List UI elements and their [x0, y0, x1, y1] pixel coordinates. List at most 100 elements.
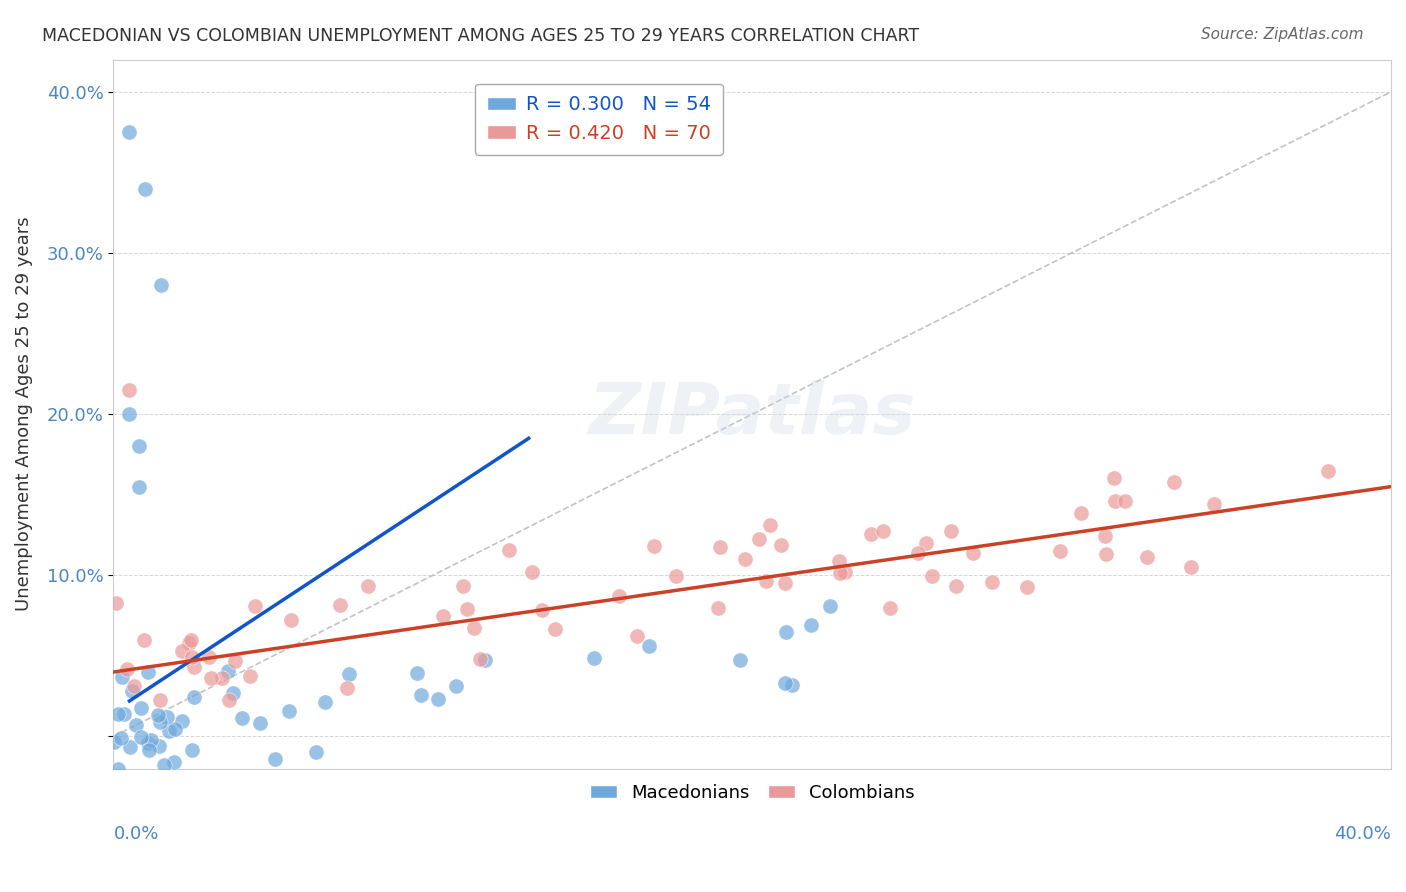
Colombians — [872, 524, 894, 538]
Colombians — [706, 601, 728, 615]
Colombians — [432, 609, 454, 624]
Colombians — [665, 569, 688, 583]
Macedonians — [264, 752, 287, 766]
Colombians — [329, 598, 352, 612]
Colombians — [149, 693, 172, 707]
Macedonians — [136, 736, 159, 750]
Macedonians — [773, 676, 796, 690]
Colombians — [470, 652, 492, 666]
Colombians — [1104, 493, 1126, 508]
Colombians — [643, 539, 665, 553]
Macedonians — [146, 707, 169, 722]
Macedonians — [638, 639, 661, 653]
Colombians — [755, 574, 778, 589]
Macedonians — [231, 711, 253, 725]
Macedonians — [121, 684, 143, 698]
Macedonians — [314, 695, 336, 709]
Macedonians — [138, 743, 160, 757]
Colombians — [879, 600, 901, 615]
Macedonians — [128, 439, 150, 453]
Colombians — [118, 383, 141, 397]
Colombians — [859, 527, 882, 541]
Macedonians — [217, 664, 239, 678]
Macedonians — [150, 278, 173, 293]
Macedonians — [249, 716, 271, 731]
Colombians — [531, 603, 554, 617]
Colombians — [280, 613, 302, 627]
Macedonians — [118, 407, 141, 421]
Macedonians — [157, 723, 180, 738]
Colombians — [451, 579, 474, 593]
Macedonians — [107, 706, 129, 721]
Colombians — [1102, 471, 1125, 485]
Macedonians — [118, 739, 141, 754]
Macedonians — [110, 731, 132, 746]
Colombians — [1163, 475, 1185, 490]
Macedonians — [112, 707, 135, 722]
Macedonians — [118, 125, 141, 139]
Macedonians — [139, 732, 162, 747]
Colombians — [183, 660, 205, 674]
Colombians — [544, 622, 567, 636]
Macedonians — [406, 666, 429, 681]
Macedonians — [107, 762, 129, 776]
Colombians — [607, 589, 630, 603]
Text: ZIPatlas: ZIPatlas — [589, 380, 915, 449]
Colombians — [1114, 494, 1136, 508]
Colombians — [245, 599, 267, 614]
Macedonians — [103, 735, 125, 749]
Y-axis label: Unemployment Among Ages 25 to 29 years: Unemployment Among Ages 25 to 29 years — [15, 217, 32, 611]
Colombians — [770, 538, 793, 552]
Macedonians — [780, 678, 803, 692]
Colombians — [1094, 528, 1116, 542]
Colombians — [1049, 544, 1071, 558]
Colombians — [456, 602, 478, 616]
Macedonians — [800, 618, 823, 632]
Text: 40.0%: 40.0% — [1334, 825, 1391, 843]
Colombians — [1017, 580, 1039, 594]
Macedonians — [775, 624, 797, 639]
Colombians — [198, 650, 221, 665]
Colombians — [180, 632, 202, 647]
Macedonians — [128, 480, 150, 494]
Colombians — [907, 546, 929, 560]
Colombians — [626, 629, 648, 643]
Colombians — [915, 535, 938, 549]
Macedonians — [153, 758, 176, 772]
Colombians — [104, 596, 127, 610]
Macedonians — [111, 670, 134, 684]
Macedonians — [409, 689, 432, 703]
Colombians — [921, 568, 943, 582]
Colombians — [224, 654, 246, 668]
Macedonians — [304, 745, 326, 759]
Colombians — [177, 636, 200, 650]
Colombians — [180, 650, 202, 665]
Colombians — [117, 662, 139, 676]
Colombians — [939, 524, 962, 539]
Macedonians — [131, 731, 153, 745]
Macedonians — [148, 739, 170, 754]
Macedonians — [162, 755, 184, 769]
Macedonians — [163, 722, 186, 736]
Macedonians — [148, 714, 170, 729]
Macedonians — [222, 686, 245, 700]
Colombians — [200, 671, 222, 685]
Macedonians — [278, 705, 301, 719]
Colombians — [522, 565, 544, 579]
Colombians — [734, 551, 756, 566]
Colombians — [1317, 463, 1340, 477]
Colombians — [1136, 549, 1159, 564]
Colombians — [1180, 559, 1202, 574]
Colombians — [336, 681, 359, 695]
Colombians — [463, 622, 485, 636]
Macedonians — [129, 701, 152, 715]
Macedonians — [820, 599, 842, 613]
Text: Source: ZipAtlas.com: Source: ZipAtlas.com — [1201, 27, 1364, 42]
Colombians — [1070, 506, 1092, 520]
Macedonians — [156, 710, 179, 724]
Macedonians — [183, 690, 205, 704]
Macedonians — [125, 718, 148, 732]
Colombians — [748, 533, 770, 547]
Macedonians — [180, 743, 202, 757]
Colombians — [132, 632, 155, 647]
